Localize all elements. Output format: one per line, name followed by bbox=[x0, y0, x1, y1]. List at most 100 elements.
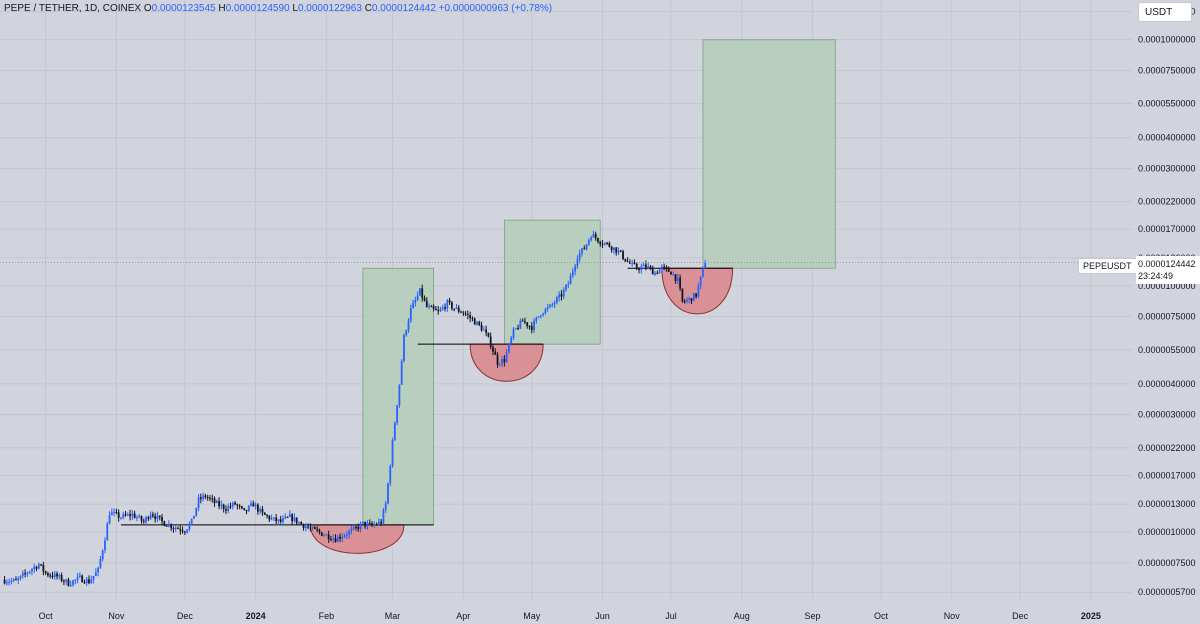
candle-down bbox=[209, 497, 211, 499]
candle-down bbox=[147, 517, 150, 519]
candle-down bbox=[67, 579, 70, 586]
candle-up bbox=[282, 518, 284, 522]
candle-up bbox=[74, 579, 77, 581]
candle-down bbox=[690, 298, 693, 302]
candle-down bbox=[421, 288, 424, 298]
currency-button[interactable]: USDT bbox=[1138, 2, 1192, 22]
candle-up bbox=[131, 513, 134, 517]
x-tick-label: Jun bbox=[595, 611, 610, 621]
y-tick-label: 0.0000750000 bbox=[1138, 65, 1196, 75]
grid bbox=[0, 0, 1132, 600]
candle-up bbox=[288, 514, 291, 517]
open-value: 0.0000123545 bbox=[151, 3, 216, 14]
x-tick-label: Jul bbox=[665, 611, 677, 621]
x-tick-label: Feb bbox=[319, 611, 335, 621]
candle-down bbox=[334, 538, 337, 542]
candle-up bbox=[336, 536, 339, 542]
candle-down bbox=[261, 508, 264, 513]
candle-down bbox=[489, 336, 492, 348]
candle-down bbox=[117, 512, 120, 518]
candle-up bbox=[571, 271, 574, 276]
candle-down bbox=[651, 267, 654, 275]
candle-up bbox=[373, 524, 376, 526]
candle-down bbox=[24, 573, 27, 575]
candle-up bbox=[359, 523, 362, 530]
candle-down bbox=[496, 354, 499, 365]
candle-down bbox=[161, 517, 163, 522]
candle-down bbox=[626, 261, 629, 263]
candle-down bbox=[526, 322, 529, 326]
candle-up bbox=[384, 503, 387, 511]
candle-up bbox=[37, 564, 40, 569]
candle-up bbox=[104, 540, 106, 551]
candle-up bbox=[101, 550, 104, 559]
candle-up bbox=[455, 307, 458, 309]
y-tick-label: 0.0000100000 bbox=[1138, 281, 1196, 291]
candle-down bbox=[51, 575, 54, 577]
candle-up bbox=[697, 285, 700, 297]
candle-down bbox=[375, 524, 378, 526]
candle-down bbox=[528, 325, 531, 327]
candle-down bbox=[252, 503, 255, 507]
candle-up bbox=[108, 515, 111, 524]
y-tick-label: 0.0000300000 bbox=[1138, 163, 1196, 173]
candle-up bbox=[348, 530, 351, 535]
candle-up bbox=[590, 237, 593, 240]
candle-down bbox=[624, 258, 627, 262]
candle-down bbox=[152, 514, 154, 517]
candle-up bbox=[393, 423, 396, 441]
last-price-tag: 0.0000124442 23:24:49 bbox=[1136, 256, 1200, 284]
candles bbox=[3, 230, 707, 587]
candle-up bbox=[419, 288, 421, 296]
candle-up bbox=[350, 529, 353, 531]
candle-up bbox=[382, 510, 385, 524]
candle-down bbox=[179, 528, 182, 531]
candle-down bbox=[644, 264, 647, 268]
candle-up bbox=[482, 329, 485, 331]
candle-up bbox=[508, 343, 510, 353]
candle-down bbox=[597, 238, 599, 242]
candle-up bbox=[439, 309, 442, 312]
candle-up bbox=[405, 330, 408, 335]
x-tick-label: Nov bbox=[944, 611, 961, 621]
candle-up bbox=[676, 277, 679, 281]
candle-up bbox=[514, 328, 517, 330]
candle-up bbox=[31, 569, 33, 572]
y-tick-label: 0.0000220000 bbox=[1138, 197, 1196, 207]
candle-down bbox=[492, 347, 494, 352]
candle-up bbox=[476, 321, 478, 325]
candle-up bbox=[569, 275, 572, 285]
candle-up bbox=[277, 519, 280, 522]
candle-down bbox=[165, 525, 168, 527]
target-box bbox=[503, 219, 601, 345]
candle-up bbox=[120, 517, 122, 519]
candle-down bbox=[364, 521, 367, 527]
candle-down bbox=[450, 302, 453, 309]
candle-down bbox=[163, 521, 166, 526]
candle-up bbox=[412, 302, 414, 309]
candle-up bbox=[537, 316, 540, 318]
candle-down bbox=[448, 300, 451, 303]
x-tick-label: Oct bbox=[874, 611, 889, 621]
candle-up bbox=[400, 361, 403, 385]
candle-up bbox=[391, 440, 394, 466]
x-tick-label: Dec bbox=[1012, 611, 1029, 621]
symbol-title[interactable]: PEPE / TETHER, 1D, COINEX bbox=[4, 3, 142, 14]
cup-shape bbox=[309, 524, 405, 554]
candle-down bbox=[633, 262, 636, 264]
candle-up bbox=[699, 276, 702, 286]
candle-up bbox=[533, 320, 535, 331]
candle-down bbox=[218, 501, 220, 507]
candle-down bbox=[355, 526, 357, 528]
candle-up bbox=[293, 517, 296, 522]
candle-down bbox=[327, 534, 330, 540]
candle-up bbox=[190, 518, 193, 524]
y-tick-label: 0.0000030000 bbox=[1138, 410, 1196, 420]
candle-down bbox=[339, 536, 341, 539]
candle-down bbox=[83, 582, 86, 584]
candle-down bbox=[423, 297, 426, 301]
candle-up bbox=[284, 516, 287, 519]
candle-up bbox=[688, 298, 691, 300]
